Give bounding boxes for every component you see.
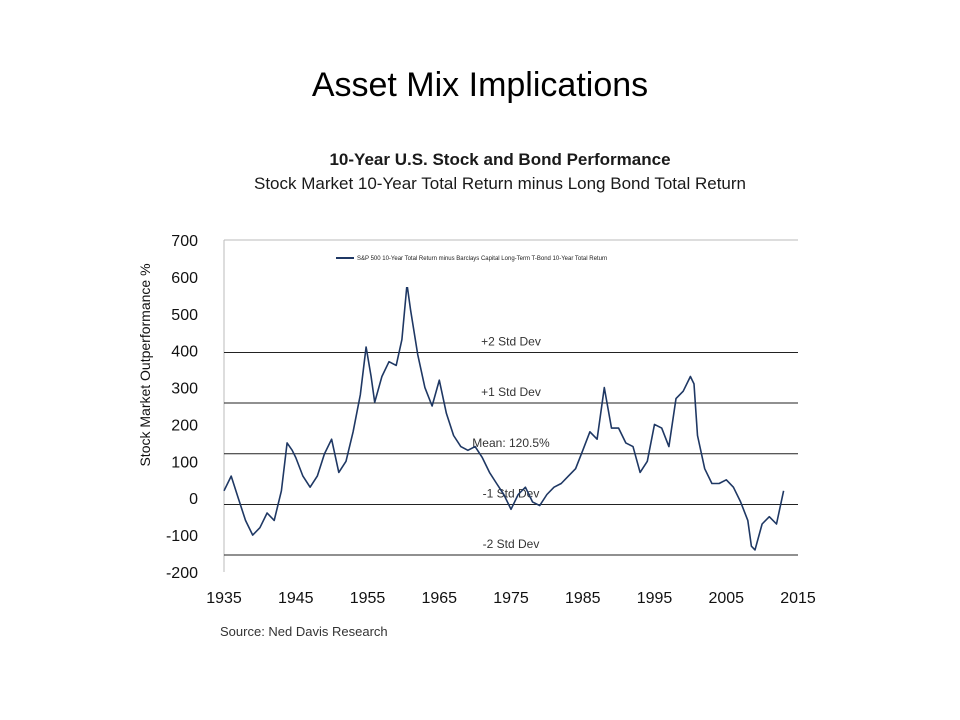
x-tick-label: 1975 (493, 590, 529, 607)
y-tick-label: 200 (171, 417, 198, 434)
reference-line-label: +1 Std Dev (481, 385, 541, 399)
y-axis-ticks: -200 -100 0 100 200 300 400 500 600 700 (166, 233, 198, 582)
source-note: Source: Ned Davis Research (220, 624, 388, 639)
series-line (223, 283, 785, 551)
y-tick-label: 300 (171, 381, 198, 398)
y-tick-label: -200 (166, 565, 198, 582)
x-axis-ticks: 1935 1945 1955 1965 1975 1985 1995 2005 2015 (206, 590, 816, 607)
y-axis-label: Stock Market Outperformance % (137, 263, 153, 466)
reference-line-label: Mean: 120.5% (472, 436, 550, 450)
y-tick-label: 700 (171, 233, 198, 250)
series-layer (223, 283, 785, 551)
x-tick-label: 2005 (708, 590, 744, 607)
reference-line-label: -1 Std Dev (483, 486, 540, 500)
plot-frame (223, 239, 798, 572)
chart-subtitle: Stock Market 10-Year Total Return minus … (253, 174, 747, 193)
y-tick-label: 500 (171, 307, 198, 324)
x-tick-label: 1995 (637, 590, 673, 607)
y-tick-label: -100 (166, 528, 198, 545)
chart-title: 10-Year U.S. Stock and Bond Performance (329, 150, 671, 169)
legend: S&P 500 10-Year Total Return minus Barcl… (226, 241, 798, 287)
x-tick-label: 1935 (206, 590, 242, 607)
y-tick-label: 400 (171, 344, 198, 361)
legend-label: S&P 500 10-Year Total Return minus Barcl… (357, 256, 607, 262)
y-tick-label: 600 (171, 270, 198, 287)
reference-lines: +2 Std Dev +1 Std Dev Mean: 120.5% -1 Std D… (224, 335, 798, 556)
x-tick-label: 2015 (780, 590, 816, 607)
y-tick-label: 100 (171, 454, 198, 471)
x-tick-label: 1955 (350, 590, 386, 607)
y-tick-label: 0 (189, 491, 198, 508)
x-tick-label: 1985 (565, 590, 601, 607)
x-tick-label: 1945 (278, 590, 314, 607)
slide-title: Asset Mix Implications (311, 66, 649, 104)
reference-line-label: +2 Std Dev (481, 335, 541, 349)
reference-line-label: -2 Std Dev (483, 537, 540, 551)
x-tick-label: 1965 (421, 590, 457, 607)
legend-box (226, 241, 798, 287)
